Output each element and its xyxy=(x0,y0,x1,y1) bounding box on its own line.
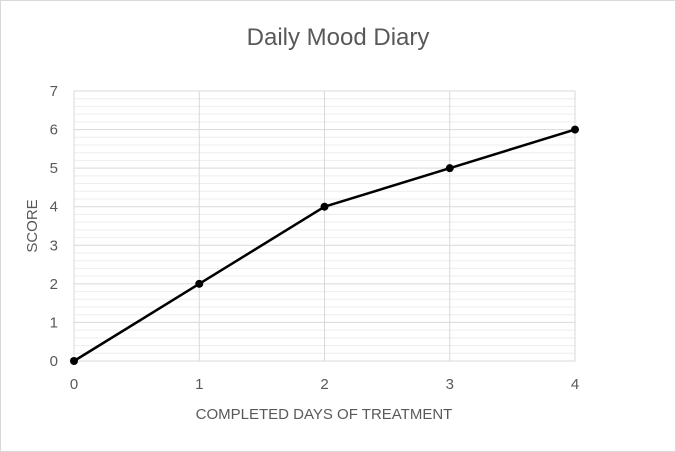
y-tick-label: 4 xyxy=(50,199,58,216)
major-gridlines xyxy=(73,90,576,362)
series-group xyxy=(70,125,579,365)
y-axis-title: SCORE xyxy=(24,199,41,252)
data-point xyxy=(445,164,454,173)
y-tick-labels: 0 1 2 3 4 5 6 7 xyxy=(50,83,58,370)
data-point xyxy=(571,125,579,134)
y-tick-label: 5 xyxy=(50,160,58,177)
y-tick-label: 3 xyxy=(50,237,58,254)
y-tick-label: 1 xyxy=(50,314,58,331)
x-tick-label: 2 xyxy=(320,376,328,393)
y-tick-label: 7 xyxy=(50,83,58,100)
x-tick-labels: 0 1 2 3 4 xyxy=(70,376,579,393)
data-point xyxy=(195,279,204,288)
y-tick-label: 2 xyxy=(50,276,58,293)
x-tick-label: 3 xyxy=(446,376,454,393)
data-point xyxy=(70,357,78,365)
chart-title: Daily Mood Diary xyxy=(247,24,430,51)
data-point xyxy=(320,202,329,211)
x-tick-label: 1 xyxy=(195,376,203,393)
x-tick-label: 4 xyxy=(571,376,579,393)
y-tick-label: 0 xyxy=(50,353,58,370)
y-tick-label: 6 xyxy=(50,122,58,139)
x-axis-title: COMPLETED DAYS OF TREATMENT xyxy=(196,406,453,423)
x-tick-label: 0 xyxy=(70,376,78,393)
